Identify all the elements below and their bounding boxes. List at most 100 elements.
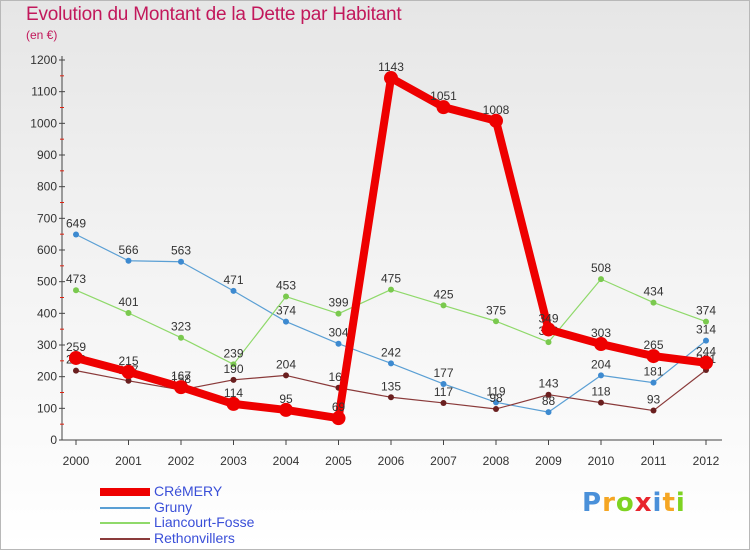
- data-point-cr-mery: [384, 71, 398, 86]
- data-point-gruny: [178, 258, 184, 265]
- legend-label: Gruny: [154, 498, 193, 515]
- data-label-rethonvillers: 135: [381, 379, 401, 393]
- x-tick-label: 2010: [588, 454, 615, 468]
- data-label-gruny: 314: [696, 323, 716, 337]
- x-tick-label: 2011: [641, 454, 667, 468]
- data-label-gruny: 566: [118, 243, 138, 257]
- x-tick-label: 2002: [168, 454, 195, 468]
- x-tick-label: 2003: [220, 454, 247, 468]
- logo-letter: t: [662, 488, 676, 518]
- x-tick-label: 2012: [693, 454, 720, 468]
- data-label-rethonvillers: 117: [434, 385, 453, 399]
- data-label-liancourt-fosse: 401: [118, 295, 138, 309]
- logo-letter: r: [602, 488, 616, 518]
- data-point-rethonvillers: [440, 399, 447, 406]
- data-point-cr-mery: [594, 337, 608, 352]
- data-point-cr-mery: [489, 113, 503, 128]
- logo-letter: o: [615, 488, 635, 518]
- data-label-cr-mery: 1143: [378, 60, 404, 74]
- y-tick-label: 0: [50, 433, 57, 447]
- data-point-liancourt-fosse: [283, 293, 289, 300]
- data-point-cr-mery: [436, 100, 451, 115]
- data-label-gruny: 563: [171, 244, 191, 258]
- data-label-liancourt-fosse: 473: [66, 272, 86, 286]
- x-tick-label: 2004: [273, 454, 300, 468]
- logo-letter: i: [675, 488, 686, 518]
- data-point-cr-mery: [69, 350, 83, 365]
- data-label-cr-mery: 215: [118, 354, 138, 368]
- data-point-liancourt-fosse: [650, 299, 657, 306]
- data-point-gruny: [73, 231, 79, 238]
- y-tick-label: 200: [37, 370, 57, 384]
- data-label-cr-mery: 349: [538, 311, 558, 325]
- y-tick-label: 500: [37, 275, 57, 289]
- y-tick-label: 1200: [30, 53, 57, 67]
- data-point-rethonvillers: [388, 394, 394, 401]
- legend-label: Rethonvillers: [154, 529, 235, 546]
- data-point-gruny: [125, 257, 132, 264]
- data-point-gruny: [388, 360, 394, 367]
- data-label-cr-mery: 167: [171, 369, 191, 383]
- data-point-rethonvillers: [73, 367, 79, 374]
- logo-letter: x: [634, 488, 653, 518]
- data-point-liancourt-fosse: [335, 310, 342, 317]
- y-tick-label: 100: [37, 401, 57, 415]
- data-label-liancourt-fosse: 475: [381, 272, 401, 286]
- data-label-liancourt-fosse: 374: [696, 304, 716, 318]
- data-point-rethonvillers: [598, 399, 604, 406]
- data-label-cr-mery: 95: [279, 392, 293, 406]
- x-tick-label: 2009: [535, 454, 562, 468]
- data-point-rethonvillers: [283, 372, 289, 379]
- chart-title: Evolution du Montant de la Dette par Hab…: [26, 4, 402, 25]
- data-label-liancourt-fosse: 375: [486, 303, 506, 317]
- data-point-gruny: [493, 399, 499, 406]
- data-label-gruny: 204: [591, 357, 611, 371]
- data-point-liancourt-fosse: [125, 310, 132, 317]
- data-point-gruny: [703, 337, 709, 344]
- data-label-liancourt-fosse: 323: [171, 320, 191, 334]
- data-point-liancourt-fosse: [388, 286, 394, 293]
- data-point-rethonvillers: [493, 405, 499, 412]
- data-label-gruny: 649: [66, 216, 86, 230]
- data-label-liancourt-fosse: 425: [433, 287, 453, 301]
- data-point-liancourt-fosse: [598, 276, 604, 283]
- legend-swatch: [100, 506, 150, 509]
- data-label-gruny: 88: [542, 394, 556, 408]
- data-label-cr-mery: 114: [224, 386, 243, 400]
- data-label-liancourt-fosse: 399: [328, 296, 348, 310]
- y-tick-label: 700: [37, 211, 57, 225]
- data-label-gruny: 471: [223, 273, 243, 287]
- x-tick-label: 2008: [483, 454, 510, 468]
- y-tick-label: 400: [37, 306, 57, 320]
- data-label-liancourt-fosse: 239: [223, 346, 243, 360]
- data-label-cr-mery: 244: [696, 345, 716, 359]
- data-point-liancourt-fosse: [493, 318, 499, 325]
- y-tick-label: 1100: [31, 85, 57, 99]
- data-label-gruny: 304: [328, 326, 348, 340]
- data-label-gruny: 374: [276, 304, 296, 318]
- x-tick-label: 2001: [115, 454, 142, 468]
- data-label-gruny: 242: [381, 345, 401, 359]
- data-label-rethonvillers: 190: [223, 362, 243, 376]
- y-tick-label: 900: [37, 148, 57, 162]
- legend-swatch: [100, 537, 150, 540]
- data-label-cr-mery: 1008: [483, 103, 510, 117]
- data-point-cr-mery: [331, 411, 346, 426]
- data-label-rethonvillers: 98: [489, 391, 503, 405]
- data-label-gruny: 177: [433, 366, 453, 380]
- data-point-cr-mery: [279, 402, 293, 417]
- y-tick-label: 1000: [30, 116, 57, 130]
- data-label-cr-mery: 259: [66, 340, 86, 354]
- data-label-liancourt-fosse: 508: [591, 261, 611, 275]
- data-point-cr-mery: [121, 364, 136, 379]
- legend-label: Liancourt-Fosse: [154, 514, 255, 530]
- y-tick-label: 600: [37, 243, 57, 257]
- data-label-cr-mery: 303: [591, 326, 611, 340]
- data-label-rethonvillers: 118: [591, 385, 610, 399]
- data-label-cr-mery: 265: [643, 338, 663, 352]
- data-point-rethonvillers: [125, 377, 132, 384]
- y-tick-label: 300: [37, 338, 57, 352]
- data-point-liancourt-fosse: [703, 318, 709, 325]
- data-point-gruny: [230, 287, 237, 294]
